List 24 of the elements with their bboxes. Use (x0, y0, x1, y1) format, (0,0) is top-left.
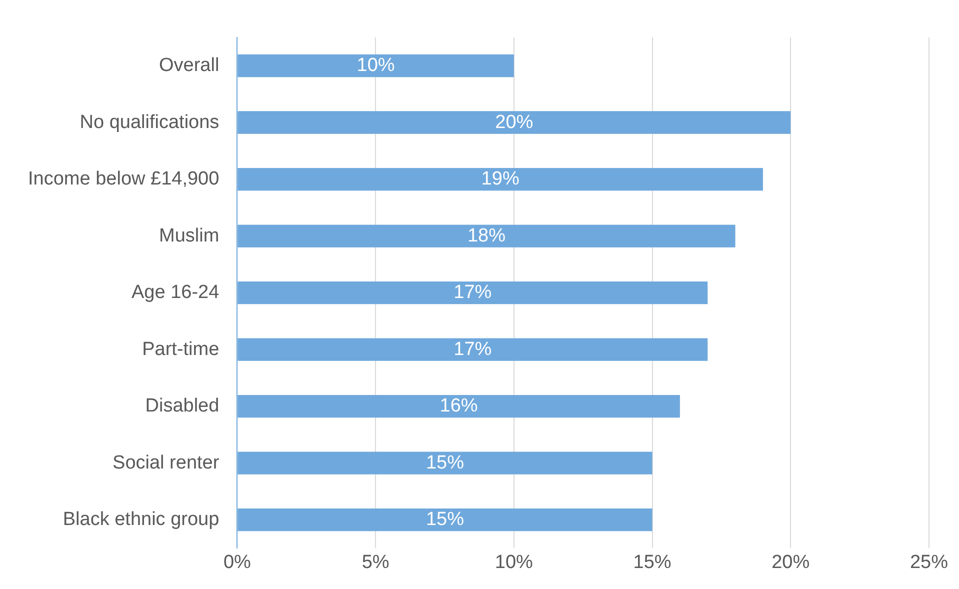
data-label: 20% (495, 112, 534, 133)
y-tick-label: Part-time (142, 338, 220, 360)
x-tick-label: 25% (910, 552, 948, 573)
data-label: 15% (426, 509, 464, 530)
x-tick-label: 5% (362, 552, 390, 573)
y-tick-label: Age 16-24 (132, 282, 220, 304)
y-tick-label: Income below £14,900 (28, 168, 220, 190)
x-tick-label: 10% (494, 552, 534, 573)
data-label: 15% (426, 452, 464, 474)
data-label: 17% (454, 282, 492, 304)
data-label: 18% (467, 225, 506, 246)
x-tick-label: 20% (772, 552, 810, 573)
y-tick-label: Disabled (145, 396, 220, 417)
y-tick-label: Muslim (159, 225, 220, 246)
data-label: 17% (454, 338, 492, 360)
y-tick-label: Social renter (112, 452, 220, 474)
x-tick-label: 15% (633, 552, 672, 573)
data-label: 10% (356, 55, 395, 76)
x-tick-label: 0% (223, 552, 252, 573)
data-label: 19% (481, 168, 520, 190)
y-tick-label: Black ethnic group (62, 509, 220, 530)
data-label: 16% (440, 396, 478, 417)
y-tick-label: Overall (159, 55, 220, 76)
y-tick-label: No qualifications (80, 112, 220, 133)
